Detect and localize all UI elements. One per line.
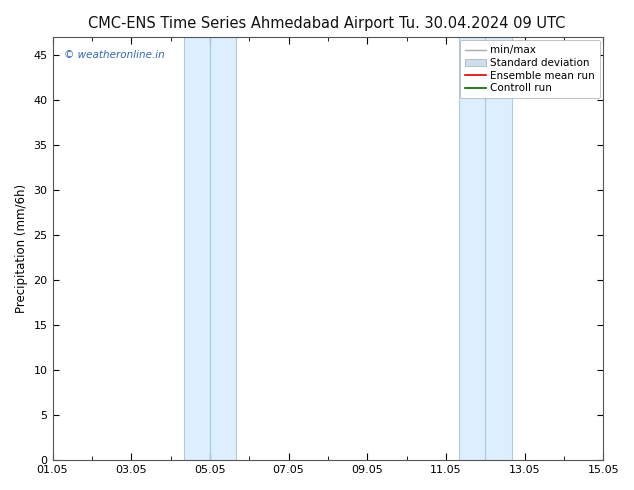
Text: © weatheronline.in: © weatheronline.in xyxy=(63,50,164,60)
Legend: min/max, Standard deviation, Ensemble mean run, Controll run: min/max, Standard deviation, Ensemble me… xyxy=(460,40,600,98)
Y-axis label: Precipitation (mm/6h): Precipitation (mm/6h) xyxy=(15,184,28,313)
Bar xyxy=(183,37,210,460)
Bar xyxy=(210,37,236,460)
Text: CMC-ENS Time Series Ahmedabad Airport: CMC-ENS Time Series Ahmedabad Airport xyxy=(88,16,394,31)
Bar xyxy=(459,37,485,460)
Bar xyxy=(485,37,512,460)
Text: Tu. 30.04.2024 09 UTC: Tu. 30.04.2024 09 UTC xyxy=(399,16,565,31)
